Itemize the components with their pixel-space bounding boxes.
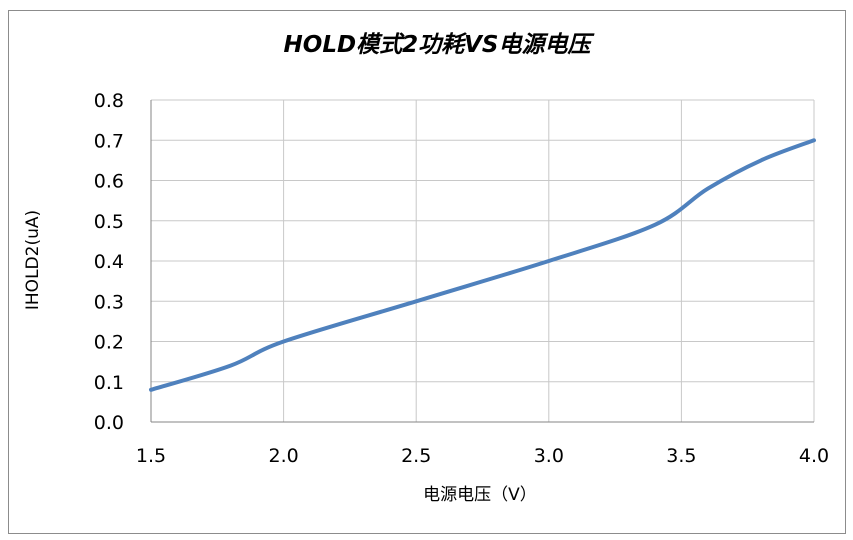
x-tick-label: 2.5 xyxy=(401,445,431,467)
tick-layer: 0.0 0.1 0.2 0.3 0.4 0.5 0.6 0.7 0.8 1.5 2.0 2.5 3.0 3… xyxy=(94,90,829,467)
y-tick-label: 0.3 xyxy=(94,291,124,313)
y-tick-label: 0.8 xyxy=(94,90,124,112)
x-tick-label: 2.0 xyxy=(268,445,298,467)
x-axis-title: 电源电压（V） xyxy=(423,485,537,505)
x-tick-label: 3.5 xyxy=(666,445,696,467)
y-tick-label: 0.0 xyxy=(94,412,124,434)
chart-frame xyxy=(8,10,846,534)
y-tick-label: 0.7 xyxy=(94,130,124,152)
y-tick-label: 0.2 xyxy=(94,332,124,354)
series-line xyxy=(149,138,816,392)
chart-title: HOLD模式2功耗VS电源电压 xyxy=(284,32,596,58)
x-tick-label: 1.5 xyxy=(136,445,166,467)
x-tick-label: 3.0 xyxy=(534,445,564,467)
y-tick-label: 0.5 xyxy=(94,211,124,233)
y-axis-title: IHOLD2(uA) xyxy=(23,210,43,310)
series-layer xyxy=(149,138,816,392)
y-tick-label: 0.6 xyxy=(94,171,124,193)
y-tick-label: 0.1 xyxy=(94,372,124,394)
grid-layer xyxy=(150,99,815,423)
x-tick-label: 4.0 xyxy=(799,445,829,467)
y-tick-label: 0.4 xyxy=(94,251,124,273)
